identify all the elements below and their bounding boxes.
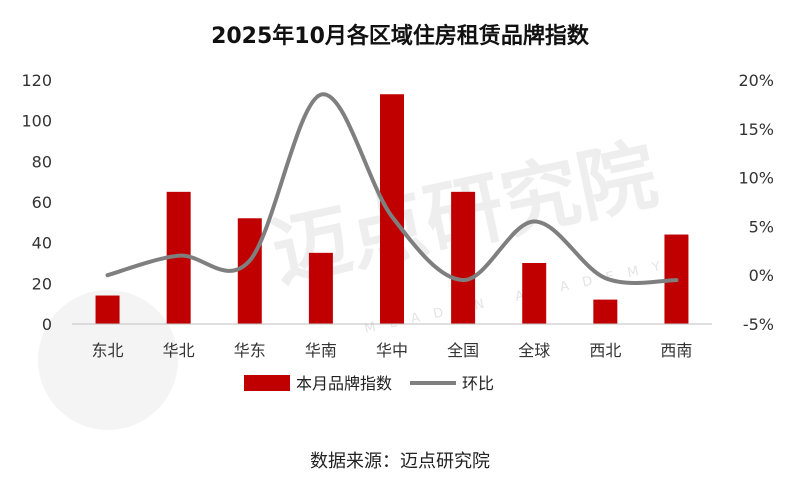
y-right-tick-label: 5% (749, 217, 774, 236)
x-tick-label: 华中 (376, 341, 408, 360)
legend-line-label: 环比 (462, 374, 494, 393)
legend-bar-label: 本月品牌指数 (296, 374, 392, 393)
y-axis-right: -5% 0% 5% 10% 15% 20% (738, 71, 774, 334)
y-right-tick-label: -5% (743, 315, 774, 334)
bar (95, 295, 120, 324)
legend: 本月品牌指数 环比 (244, 374, 494, 393)
y-left-tick-label: 20 (32, 274, 52, 293)
x-axis: 东北 华北 华东 华南 华中 全国 全球 西北 西南 (72, 323, 712, 360)
line-series (105, 92, 679, 285)
bar (522, 263, 547, 324)
y-left-tick-label: 40 (32, 234, 52, 253)
y-right-tick-label: 0% (749, 266, 774, 285)
y-left-tick-label: 80 (32, 152, 52, 171)
y-left-tick-label: 120 (21, 71, 52, 90)
x-tick-label: 华南 (305, 341, 337, 360)
x-tick-label: 华北 (163, 341, 195, 360)
y-right-tick-label: 10% (738, 169, 774, 188)
watermark-logo-icon (38, 290, 178, 430)
bar (451, 191, 476, 324)
legend-bar-swatch (244, 375, 290, 391)
bar (593, 299, 618, 324)
bar (308, 252, 333, 324)
x-tick-label: 华东 (234, 341, 266, 360)
x-tick-label: 全国 (447, 341, 479, 360)
source-note: 数据来源：迈点研究院 (310, 451, 490, 472)
bar (380, 94, 404, 324)
x-tick-label: 西南 (660, 341, 692, 360)
x-tick-label: 全球 (518, 341, 550, 360)
y-axis-left: 0 20 40 60 80 100 120 (21, 71, 52, 334)
x-tick-label: 西北 (589, 341, 621, 360)
line-path (105, 92, 679, 285)
y-right-tick-label: 20% (738, 71, 774, 90)
x-tick-label: 东北 (92, 341, 124, 360)
y-left-tick-label: 0 (42, 315, 52, 334)
y-left-tick-label: 100 (21, 112, 52, 131)
y-right-tick-label: 15% (738, 120, 774, 139)
bar (237, 218, 262, 324)
y-left-tick-label: 60 (32, 193, 52, 212)
chart-title: 2025年10月各区域住房租赁品牌指数 (211, 24, 589, 49)
bar-series (95, 94, 689, 324)
